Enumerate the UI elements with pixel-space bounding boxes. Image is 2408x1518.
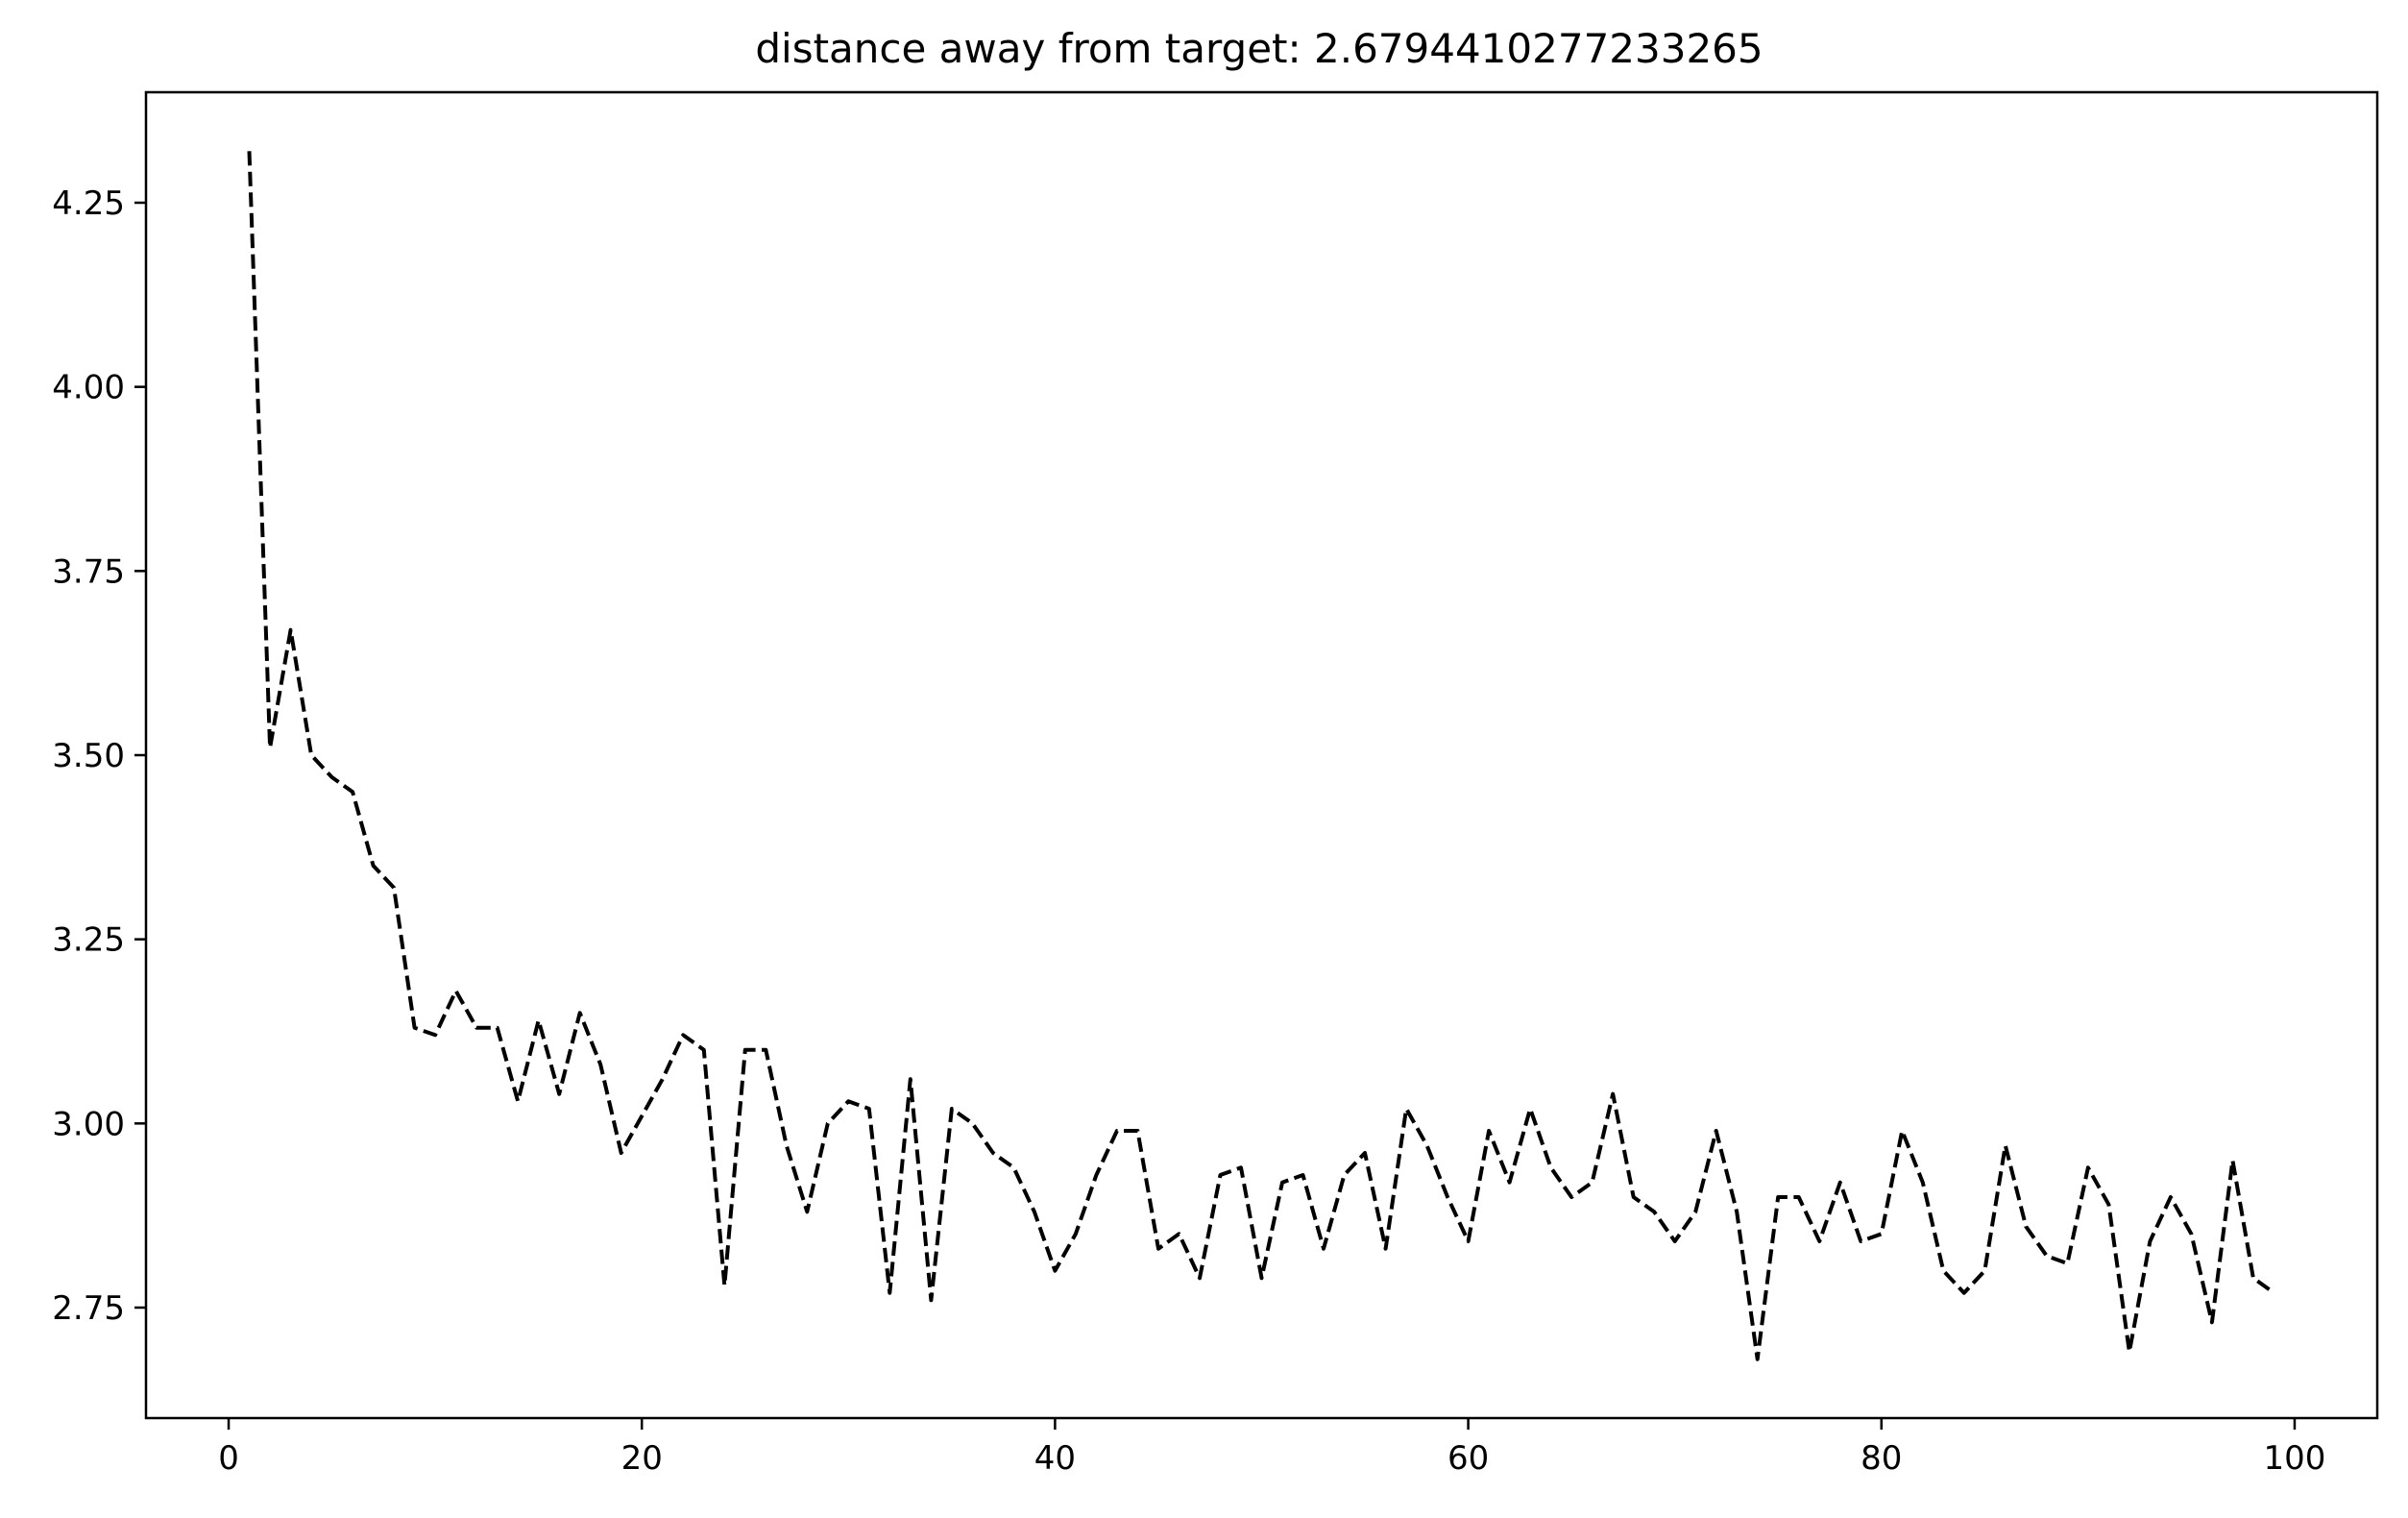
y-tick-label: 4.25	[52, 184, 125, 223]
x-tick-label: 20	[621, 1439, 663, 1478]
chart-title: distance away from target: 2.67944102772…	[755, 25, 1763, 72]
x-tick-label: 60	[1447, 1439, 1489, 1478]
y-tick-label: 3.75	[52, 552, 125, 591]
x-tick-label: 0	[218, 1439, 239, 1478]
x-tick-label: 40	[1034, 1439, 1076, 1478]
x-tick-label: 80	[1861, 1439, 1902, 1478]
x-tick-label: 100	[2264, 1439, 2326, 1478]
y-tick-label: 2.75	[52, 1289, 125, 1328]
series-line	[247, 151, 2275, 1361]
x-axis: 0 20 40 60 80 100	[218, 1418, 2325, 1478]
y-tick-label: 4.00	[52, 369, 125, 407]
y-tick-label: 3.00	[52, 1105, 125, 1143]
y-tick-label: 3.25	[52, 921, 125, 960]
y-tick-label: 3.50	[52, 737, 125, 775]
y-axis: 2.75 3.00 3.25 3.50 3.75 4.00 4.25	[52, 184, 146, 1328]
series-layer	[247, 151, 2275, 1361]
